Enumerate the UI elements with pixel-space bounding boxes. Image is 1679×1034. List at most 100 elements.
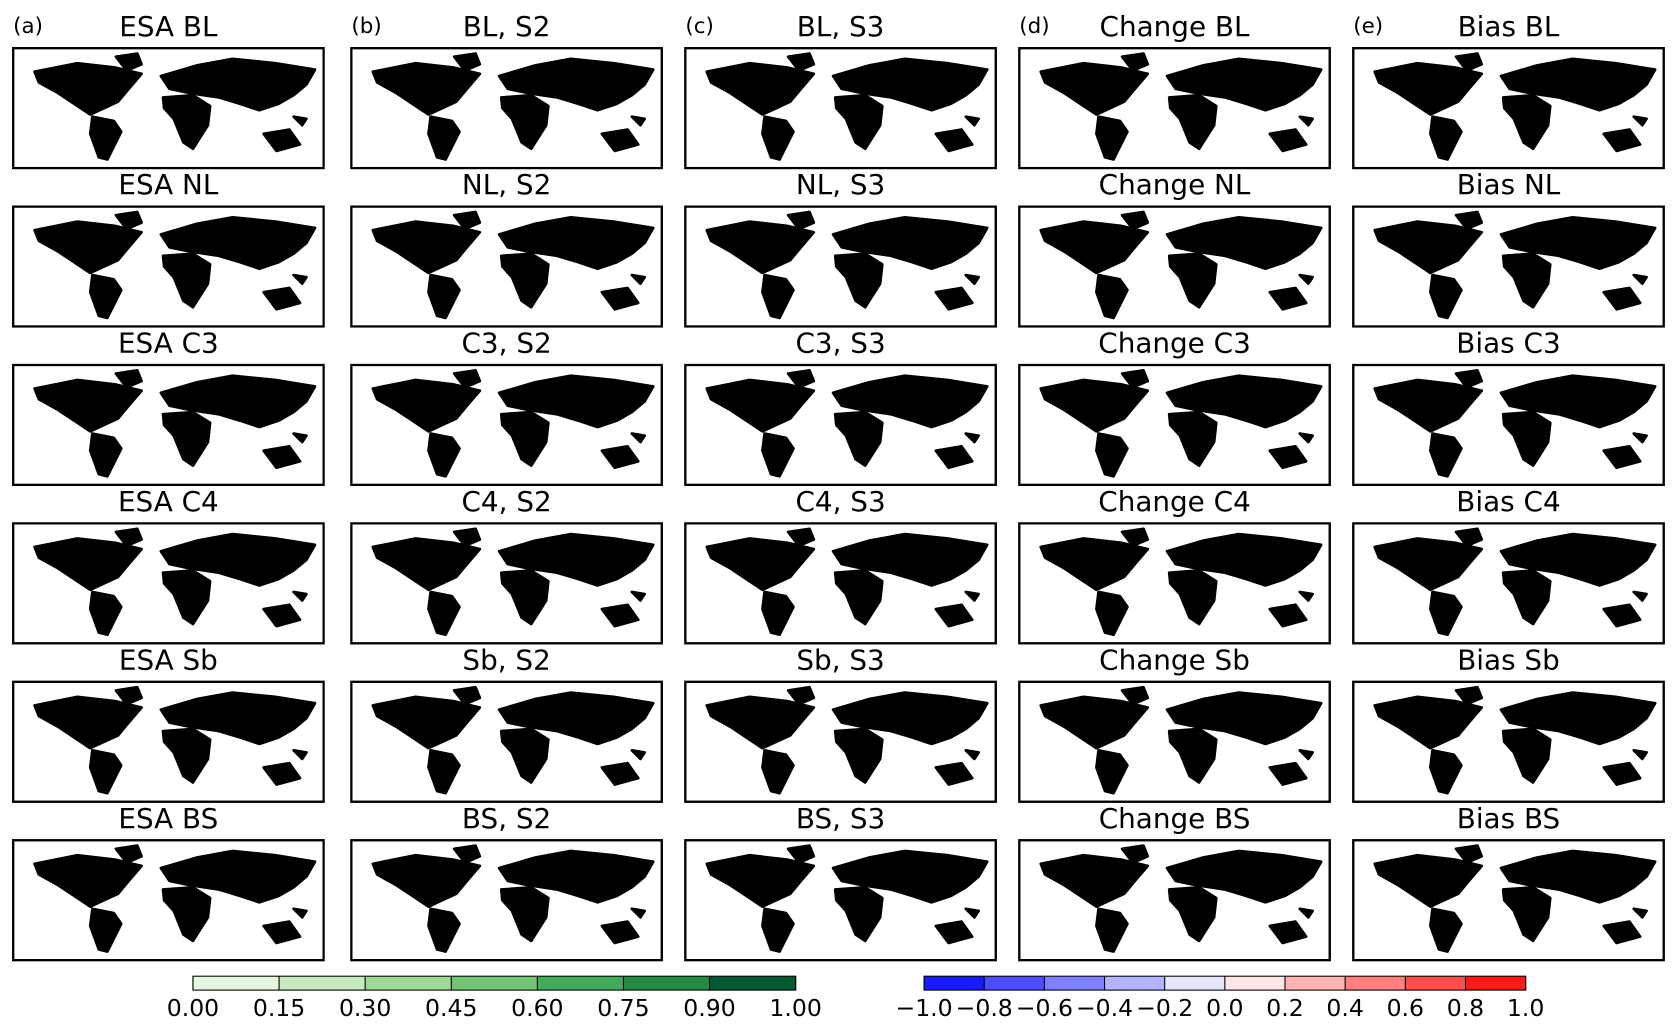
colorbar-segment [1405, 976, 1467, 991]
colorbar-tick-label: 0.60 [511, 994, 563, 1022]
map-panel [684, 839, 997, 962]
map-border [1352, 839, 1665, 962]
panel-title: C4, S2 [462, 485, 552, 518]
panel-title: BS, S3 [796, 802, 885, 835]
map-panel [1352, 47, 1665, 170]
panel-label: (e) [1353, 14, 1383, 39]
map-border [1352, 680, 1665, 803]
colorbar-tick-label: 0.45 [425, 994, 477, 1022]
map-panel [12, 522, 325, 645]
colorbar-tick-label: −0.4 [1076, 994, 1133, 1022]
colorbar-segment [924, 976, 985, 991]
panel-title: Bias C4 [1456, 485, 1560, 518]
colorbar-segment [984, 976, 1045, 991]
panel-title: Change NL [1099, 168, 1251, 201]
map-panel [684, 205, 997, 328]
map-border [684, 205, 997, 328]
colorbar-tick-label: 0.90 [683, 994, 735, 1022]
map-panel [350, 205, 663, 328]
map-panel [1352, 522, 1665, 645]
map-border [684, 680, 997, 803]
map-panel [1352, 205, 1665, 328]
map-border [12, 205, 325, 328]
colorbar-segment [1345, 976, 1406, 991]
panel-title: Change BS [1099, 802, 1251, 835]
map-panel [12, 363, 325, 486]
panel-label: (d) [1019, 14, 1049, 39]
map-panel [350, 680, 663, 803]
map-panel [1018, 363, 1331, 486]
map-border [684, 839, 997, 962]
map-border [350, 363, 663, 486]
colorbar-segment [709, 976, 797, 991]
panel-title: NL, S3 [796, 168, 885, 201]
colorbar-segment [279, 976, 366, 991]
colorbar-segment [451, 976, 538, 991]
colorbar-tick-label: −0.8 [956, 994, 1013, 1022]
map-panel [12, 680, 325, 803]
colorbar-segment [537, 976, 624, 991]
colorbar-segment [1104, 976, 1166, 991]
colorbar-segment [1044, 976, 1106, 991]
map-border [684, 363, 997, 486]
map-panel [684, 47, 997, 170]
colorbar-tick-label: 0.6 [1387, 994, 1424, 1022]
panel-title: ESA Sb [119, 644, 218, 677]
panel-label: (c) [685, 14, 713, 39]
map-panel [684, 680, 997, 803]
map-border [350, 839, 663, 962]
panel-title: ESA BS [118, 802, 218, 835]
map-border [1018, 363, 1331, 486]
panel-title: Change Sb [1099, 644, 1250, 677]
map-border [12, 363, 325, 486]
panel-title: Bias BL [1458, 10, 1560, 43]
panel-label: (b) [351, 14, 381, 39]
map-panel [1018, 205, 1331, 328]
panel-title: Change BL [1100, 10, 1250, 43]
map-border [684, 522, 997, 645]
map-border [350, 522, 663, 645]
colorbar-tick-label: 0.8 [1447, 994, 1484, 1022]
map-panel [1018, 47, 1331, 170]
panel-title: ESA NL [118, 168, 218, 201]
map-border [1018, 205, 1331, 328]
panel-title: ESA C3 [118, 327, 219, 360]
map-panel [1018, 680, 1331, 803]
map-panel [12, 839, 325, 962]
panel-label: (a) [13, 14, 43, 39]
map-border [1018, 522, 1331, 645]
panel-title: Bias NL [1457, 168, 1561, 201]
map-panel [12, 47, 325, 170]
map-border [1018, 680, 1331, 803]
map-panel [684, 363, 997, 486]
panel-title: Bias Sb [1457, 644, 1560, 677]
map-border [684, 47, 997, 170]
map-border [350, 205, 663, 328]
map-border [12, 47, 325, 170]
panel-title: C3, S2 [462, 327, 552, 360]
map-panel [684, 522, 997, 645]
map-border [350, 47, 663, 170]
panel-title: NL, S2 [462, 168, 551, 201]
map-panel [1018, 522, 1331, 645]
map-panel [350, 47, 663, 170]
map-panel [350, 522, 663, 645]
colorbar-tick-label: −0.2 [1136, 994, 1193, 1022]
colorbar-tick-label: 0.00 [167, 994, 219, 1022]
panel-title: Change C4 [1098, 485, 1251, 518]
colorbar-segment [1465, 976, 1527, 991]
colorbar-segment [623, 976, 711, 991]
map-border [1352, 363, 1665, 486]
colorbar-tick-label: 0.4 [1326, 994, 1363, 1022]
map-border [1352, 522, 1665, 645]
colorbar-segment [192, 976, 280, 991]
colorbar-tick-label: 0.30 [339, 994, 391, 1022]
panel-title: BL, S3 [797, 10, 885, 43]
panel-title: Sb, S2 [462, 644, 550, 677]
map-border [1352, 205, 1665, 328]
map-border [350, 680, 663, 803]
colorbar-tick-label: 0.2 [1266, 994, 1303, 1022]
map-panel [350, 363, 663, 486]
colorbar-tick-label: 0.0 [1206, 994, 1243, 1022]
